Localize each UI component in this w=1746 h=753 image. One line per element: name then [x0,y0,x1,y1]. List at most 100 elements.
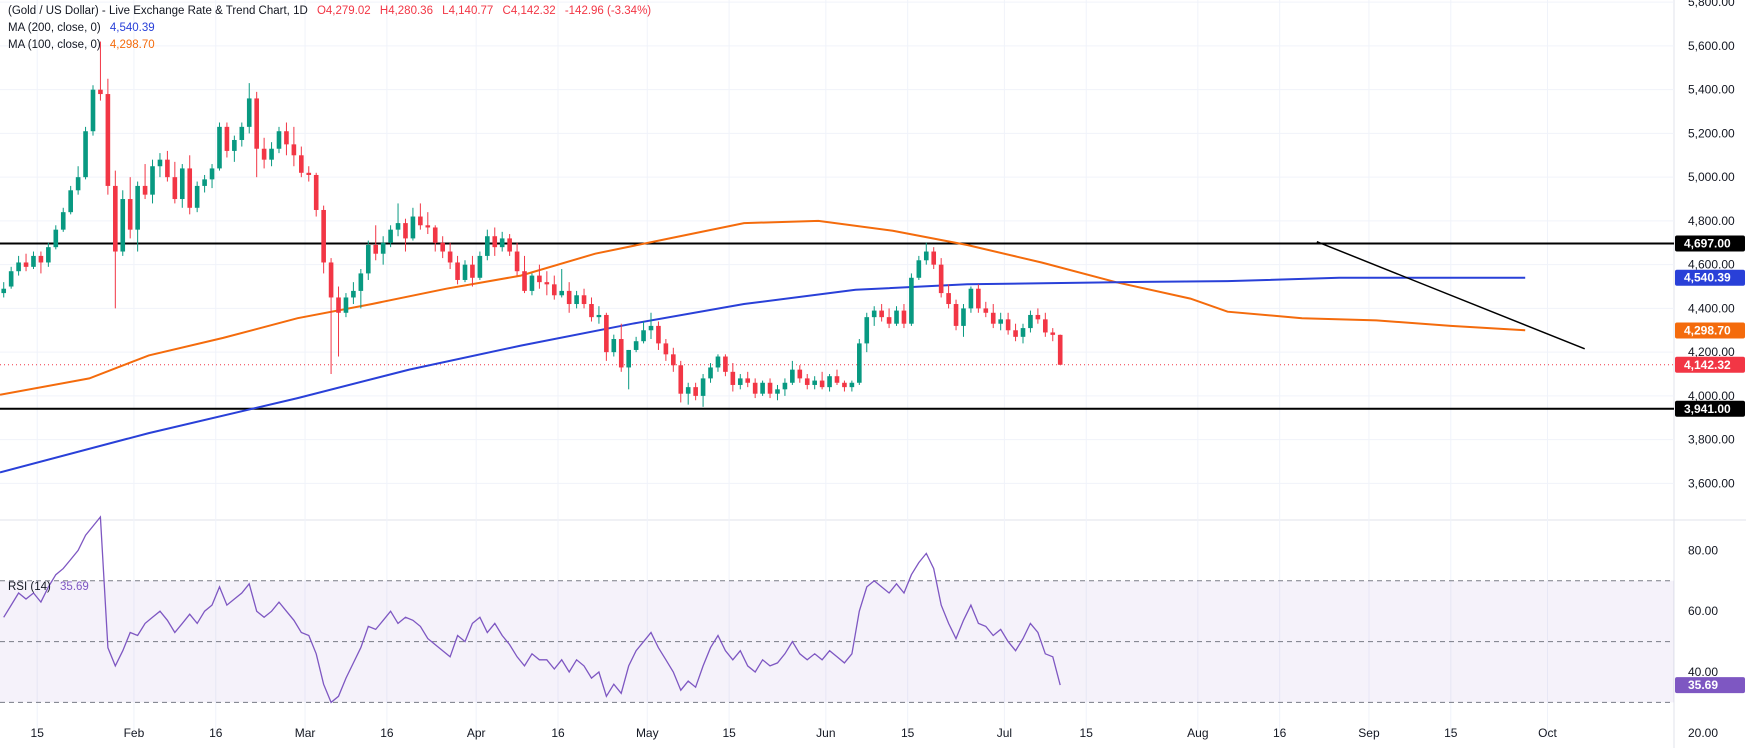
candle-body [633,341,639,350]
candle-body [202,179,207,186]
candle-body [671,354,676,366]
candle-body [901,310,907,324]
candle-body [351,290,356,298]
candle-body [261,148,267,160]
rsi-tick-label: 40.00 [1688,665,1718,679]
candle-body [127,199,133,230]
time-tick-label: May [636,726,659,740]
candle-body [276,131,282,149]
candle-body [849,382,855,388]
candle-body [790,369,795,383]
ma200-line [0,276,1526,474]
candle-body [440,242,445,252]
candles [1,41,1063,407]
candle-body [566,290,572,305]
legend-open: O4,279.02 [316,5,371,17]
candle-body [1005,319,1011,331]
legend-title: (Gold / US Dollar) - Live Exchange Rate … [8,5,308,17]
candle-body [321,209,326,263]
time-tick-label: Apr [467,726,486,740]
level-tag-resistance-bg [1675,235,1745,252]
candle-body [886,317,892,324]
candle-body [894,310,899,324]
time-tick-label: 15 [722,726,736,740]
candle-body [834,376,840,383]
price-gridlines: 3,600.00 3,800.00 4,000.00 4,200.00 4,400.00… [0,0,1735,490]
legend-rsi-row[interactable]: RSI (14) 35.69 [8,580,95,594]
candle-body [968,288,974,309]
candle-body [737,378,743,385]
candle-body [485,236,490,256]
candle-body [217,126,222,169]
candle-body [365,244,371,274]
level-tag-support-text: 3,941.00 [1684,402,1731,416]
ma100-tag: 4,298.70 [1675,322,1745,339]
candle-body [46,247,51,263]
candle-body [1,288,7,294]
candle-body [507,238,512,252]
time-tick-label: 15 [901,726,915,740]
candle-body [827,376,832,388]
legend-ma200-row[interactable]: MA (200, close, 0) 4,540.39 [8,21,161,35]
legend-ma200-label: MA (200, close, 0) [8,22,101,34]
level-tag-resistance-text: 4,697.00 [1684,236,1731,250]
candle-body [1050,332,1056,335]
candle-body [432,227,438,243]
candle-body [953,304,959,326]
candle-body [60,212,66,230]
candle-body [990,312,996,324]
ma200-tag-bg [1675,269,1745,286]
candle-body [187,168,193,208]
candle-body [492,236,498,248]
candle-body [16,262,21,272]
time-tick-label: Jun [816,726,835,740]
candle-body [983,308,989,313]
candle-body [1043,319,1048,333]
candle-body [90,89,96,132]
price-tick-label: 5,400.00 [1688,83,1735,97]
candle-body [604,314,609,353]
candle-body [626,349,631,368]
candle-body [1020,328,1026,337]
rsi-value-tag-text: 35.69 [1688,678,1718,692]
candle-body [38,255,44,263]
candle-body [254,98,259,149]
level-tag-support-bg [1675,400,1745,417]
candle-body [403,223,408,239]
price-tick-label: 3,600.00 [1688,476,1735,490]
time-axis: 15 Feb 16 Mar 16 Apr 16 May 15 Jun 15 Jul 15 Aug 16 Sep… [31,0,1558,740]
candle-body [782,382,788,390]
time-tick-label: Sep [1358,726,1380,740]
candle-body [559,290,565,296]
candle-body [209,168,215,180]
candle-body [284,131,289,145]
price-tick-label: 4,800.00 [1688,214,1735,228]
candle-body [589,304,594,318]
candle-body [961,308,966,326]
candle-body [812,380,817,385]
candle-body [581,295,587,305]
time-tick-label: 15 [1444,726,1458,740]
candle-body [269,148,274,160]
candle-body [388,229,393,243]
candle-body [172,177,178,200]
candle-body [842,382,847,388]
current-price-tag: 4,142.32 [1675,356,1745,373]
candle-body [343,297,349,313]
candle-body [83,131,88,178]
candle-body [760,382,765,394]
candle-body [708,367,713,379]
candle-body [1028,314,1033,329]
legend-change: -142.96 (-3.34%) [564,5,652,17]
candle-body [135,185,140,230]
candle-body [239,126,245,140]
candle-body [857,343,862,383]
legend-ma100-label: MA (100, close, 0) [8,39,101,51]
time-tick-label: Feb [124,726,145,740]
candle-body [864,317,870,344]
current-price-tag-text: 4,142.32 [1684,358,1731,372]
legend-symbol-row: (Gold / US Dollar) - Live Exchange Rate … [8,4,657,18]
legend-ma100-row[interactable]: MA (100, close, 0) 4,298.70 [8,38,161,52]
candle-body [998,319,1003,324]
